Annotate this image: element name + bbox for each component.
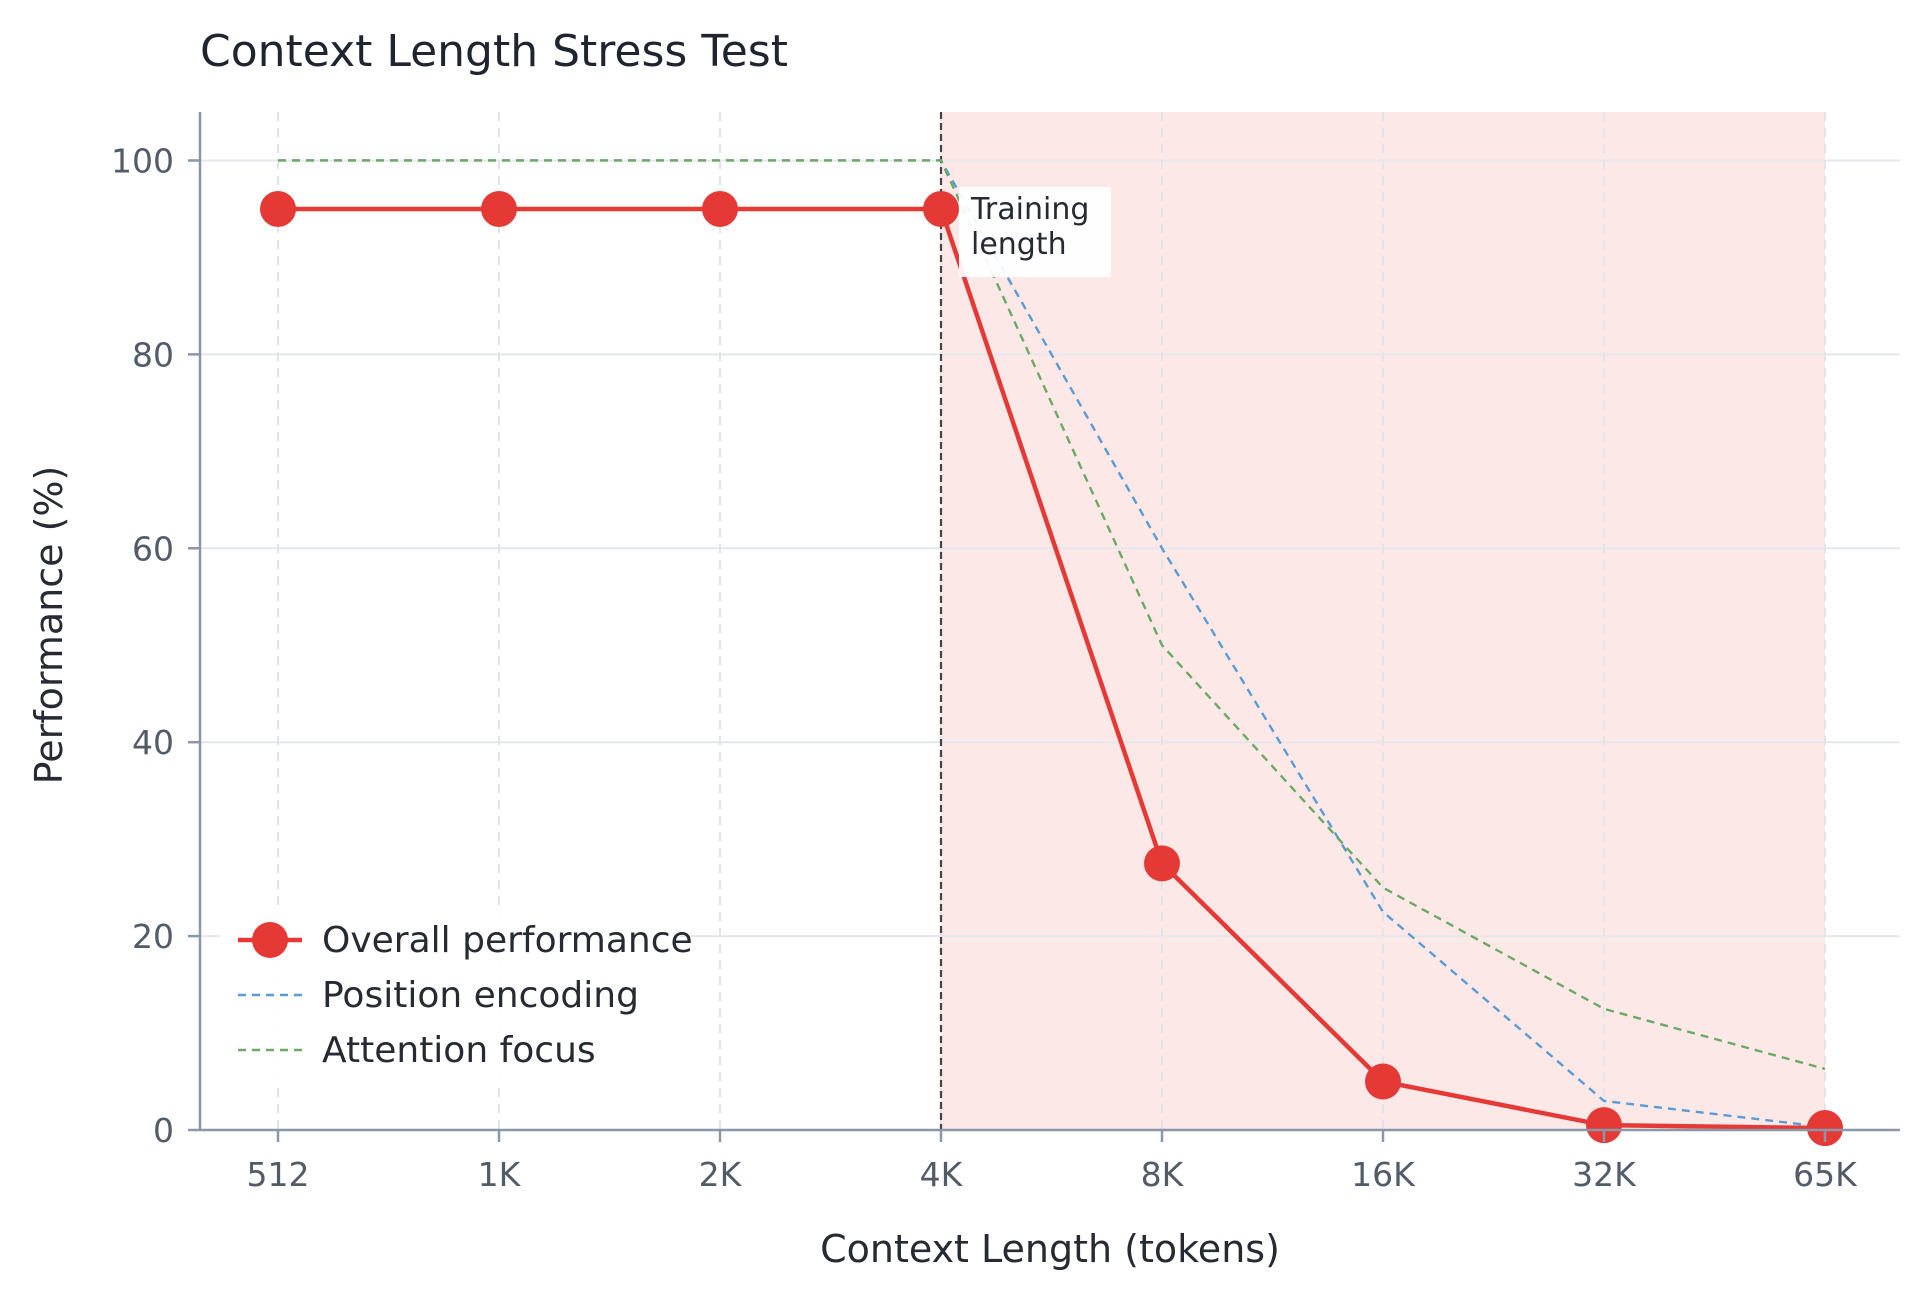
annotation-box [959, 186, 1111, 277]
overall-performance-point [1144, 845, 1180, 882]
x-tick-label: 1K [478, 1155, 522, 1194]
y-ticks: 0 20 40 60 80 100 [111, 141, 200, 1150]
legend: Overall performance Position encoding Atte… [220, 905, 693, 1085]
y-tick-label: 20 [132, 917, 174, 956]
x-tick-label: 512 [247, 1155, 310, 1194]
y-tick-label: 80 [132, 335, 174, 374]
x-tick-label: 65K [1793, 1155, 1858, 1194]
y-tick-label: 100 [111, 141, 174, 180]
x-tick-label: 4K [920, 1155, 964, 1194]
y-tick-label: 40 [132, 723, 174, 762]
legend-label: Overall performance [322, 920, 693, 961]
overall-performance-point [702, 190, 738, 227]
chart-title: Context Length Stress Test [200, 26, 788, 77]
x-tick-label: 16K [1351, 1155, 1416, 1194]
annotation-text: Training length [970, 192, 1089, 262]
legend-marker [252, 922, 288, 958]
x-tick-label: 32K [1572, 1155, 1637, 1194]
x-axis-label: Context Length (tokens) [820, 1227, 1280, 1271]
series-layer [260, 159, 1843, 1147]
y-tick-label: 0 [153, 1111, 174, 1150]
y-axis-label: Performance (%) [27, 466, 71, 785]
training-length-annotation: Training length [959, 186, 1111, 277]
annotation-line: Training [970, 192, 1089, 227]
overall-performance-point [260, 190, 296, 227]
x-ticks: 512 1K 2K 4K 8K 16K 32K 65K [247, 1130, 1858, 1194]
overall-performance-point [1807, 1110, 1843, 1147]
x-tick-label: 2K [699, 1155, 743, 1194]
overall-performance-point [923, 190, 959, 227]
overall-performance-point [481, 190, 517, 227]
overall-performance-point [1586, 1107, 1622, 1144]
annotation-line: length [971, 227, 1067, 262]
overall-performance-point [1365, 1063, 1401, 1100]
legend-label: Position encoding [322, 975, 639, 1016]
legend-label: Attention focus [322, 1030, 596, 1071]
overall-performance-line [278, 206, 1826, 1131]
x-tick-label: 8K [1141, 1155, 1185, 1194]
y-tick-label: 60 [132, 529, 174, 568]
attention-focus-line [278, 159, 1826, 1071]
